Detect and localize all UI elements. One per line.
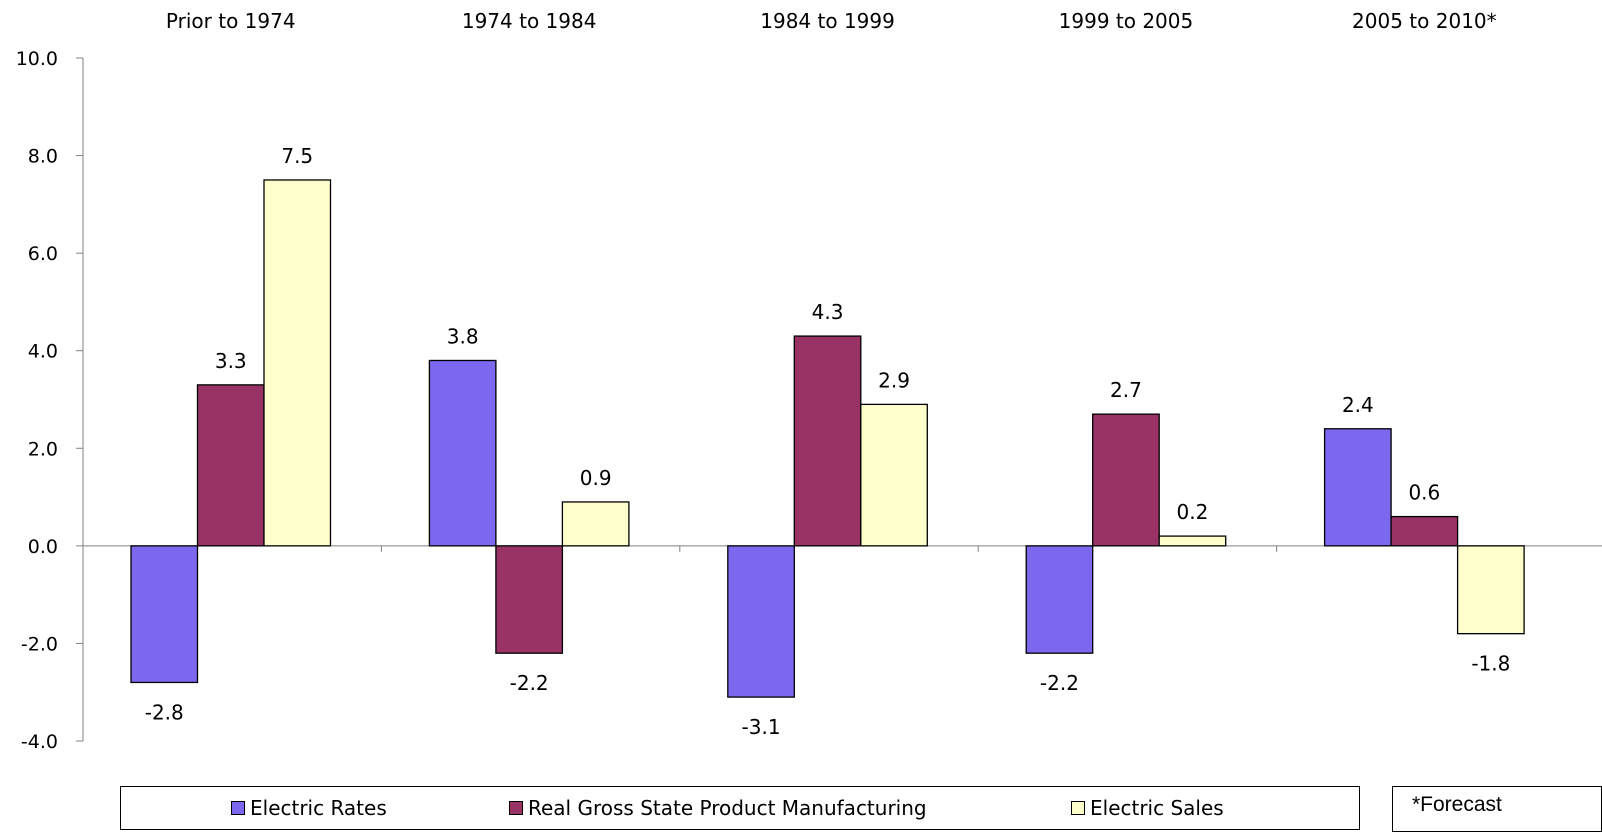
data-label-electric-rates: -3.1 bbox=[742, 715, 781, 739]
bar-real-gsp-manufacturing bbox=[495, 545, 564, 654]
bar-electric-rates bbox=[428, 359, 497, 547]
bar-electric-rates bbox=[130, 545, 199, 684]
y-tick-label: 0.0 bbox=[28, 536, 58, 558]
legend-label-electric-sales: Electric Sales bbox=[1090, 796, 1224, 820]
category-label-2005-2010: 2005 to 2010* bbox=[1352, 9, 1497, 33]
legend-item-electric-sales: Electric Sales bbox=[1071, 796, 1224, 820]
bar-electric-rates bbox=[1323, 428, 1392, 547]
y-tick-label: 6.0 bbox=[28, 243, 58, 265]
forecast-note: *Forecast bbox=[1392, 786, 1602, 832]
y-tick-label: -2.0 bbox=[21, 633, 58, 655]
y-tick-label: 8.0 bbox=[28, 146, 58, 168]
y-axis-tick-labels: 10.0 8.0 6.0 4.0 2.0 0.0 -2.0 -4.0 bbox=[16, 48, 58, 753]
category-label-1984-1999: 1984 to 1999 bbox=[760, 9, 895, 33]
legend-label-real-gsp-manufacturing: Real Gross State Product Manufacturing bbox=[528, 796, 927, 820]
legend-swatch-electric-rates bbox=[231, 801, 245, 815]
data-label-electric-rates: -2.2 bbox=[1040, 671, 1079, 695]
data-label-electric-sales: 2.9 bbox=[878, 368, 910, 392]
bar-electric-sales bbox=[263, 179, 332, 547]
bar-real-gsp-manufacturing bbox=[1092, 413, 1160, 547]
data-label-electric-sales: 0.9 bbox=[580, 466, 612, 490]
legend-item-electric-rates: Electric Rates bbox=[231, 796, 387, 820]
category-label-1999-2005: 1999 to 2005 bbox=[1059, 9, 1194, 33]
y-tick-label: 4.0 bbox=[28, 341, 58, 363]
bar-electric-sales bbox=[1158, 535, 1227, 547]
data-label-real-gsp-manufacturing: 3.3 bbox=[215, 349, 247, 373]
bar-real-gsp-manufacturing bbox=[793, 335, 862, 547]
data-label-electric-rates: -2.8 bbox=[145, 700, 184, 724]
data-label-real-gsp-manufacturing: 2.7 bbox=[1110, 378, 1142, 402]
data-label-electric-sales: -1.8 bbox=[1471, 652, 1510, 676]
legend-label-electric-rates: Electric Rates bbox=[250, 796, 387, 820]
legend-swatch-real-gsp-manufacturing bbox=[509, 801, 523, 815]
data-label-electric-rates: 3.8 bbox=[447, 324, 479, 348]
bar-electric-rates bbox=[727, 545, 795, 698]
bar-electric-sales bbox=[1456, 545, 1525, 635]
bar-electric-rates bbox=[1025, 545, 1094, 654]
y-tick-label: 2.0 bbox=[28, 438, 58, 460]
category-label-prior-1974: Prior to 1974 bbox=[166, 9, 296, 33]
data-label-electric-sales: 0.2 bbox=[1177, 500, 1209, 524]
bar-electric-sales bbox=[860, 403, 928, 547]
legend: Electric Rates Real Gross State Product … bbox=[120, 786, 1360, 830]
forecast-note-text: *Forecast bbox=[1412, 793, 1502, 816]
data-label-real-gsp-manufacturing: 0.6 bbox=[1408, 481, 1440, 505]
legend-item-real-gsp-manufacturing: Real Gross State Product Manufacturing bbox=[509, 796, 927, 820]
y-tick-label: -4.0 bbox=[21, 731, 58, 753]
data-label-real-gsp-manufacturing: 4.3 bbox=[812, 300, 844, 324]
data-label-electric-sales: 7.5 bbox=[281, 144, 313, 168]
category-label-1974-1984: 1974 to 1984 bbox=[462, 9, 597, 33]
chart-canvas: Prior to 1974 1974 to 1984 1984 to 1999 … bbox=[16, 9, 1602, 753]
y-tick-label: 10.0 bbox=[16, 48, 58, 70]
data-label-real-gsp-manufacturing: -2.2 bbox=[510, 671, 549, 695]
bar-real-gsp-manufacturing bbox=[196, 384, 265, 547]
bars bbox=[130, 179, 1525, 698]
data-labels: -2.8 3.8 -3.1 -2.2 2.4 3.3 -2.2 4.3 2.7 0.6 7.5 0.9… bbox=[145, 144, 1511, 739]
bar-real-gsp-manufacturing bbox=[1390, 515, 1459, 547]
data-label-electric-rates: 2.4 bbox=[1342, 393, 1374, 417]
bar-electric-sales bbox=[561, 501, 630, 547]
category-labels: Prior to 1974 1974 to 1984 1984 to 1999 … bbox=[166, 9, 1497, 33]
legend-swatch-electric-sales bbox=[1071, 801, 1085, 815]
